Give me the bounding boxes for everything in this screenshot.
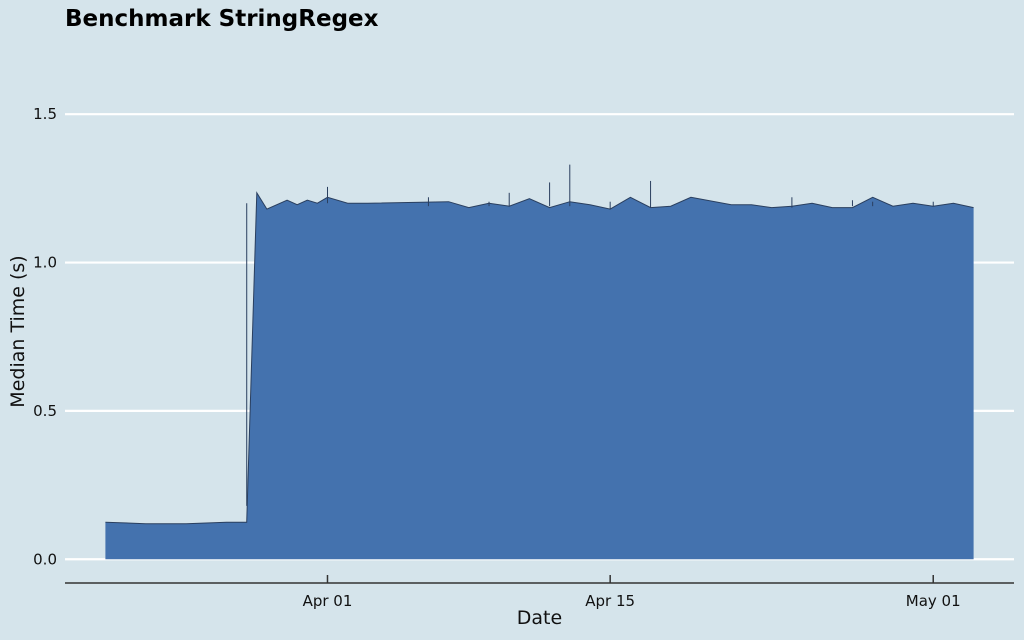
x-tick-label: Apr 15 <box>585 592 635 610</box>
x-ticks: Apr 01 Apr 15 May 01 <box>303 575 961 610</box>
area-line <box>105 191 974 525</box>
area-fill <box>105 192 974 560</box>
area-layer <box>105 191 974 560</box>
spike-layer <box>246 164 934 506</box>
y-ticks: 0.0 0.5 1.0 1.5 <box>33 105 57 568</box>
x-axis-label: Date <box>517 607 562 629</box>
chart-title: Benchmark StringRegex <box>65 6 379 32</box>
y-tick-label: 0.0 <box>33 550 57 568</box>
y-axis-label: Median Time (s) <box>7 255 29 407</box>
x-tick-label: May 01 <box>906 592 961 610</box>
y-tick-label: 0.5 <box>33 402 57 420</box>
y-tick-label: 1.5 <box>33 105 57 123</box>
x-tick-label: Apr 01 <box>303 592 353 610</box>
y-tick-label: 1.0 <box>33 254 57 272</box>
